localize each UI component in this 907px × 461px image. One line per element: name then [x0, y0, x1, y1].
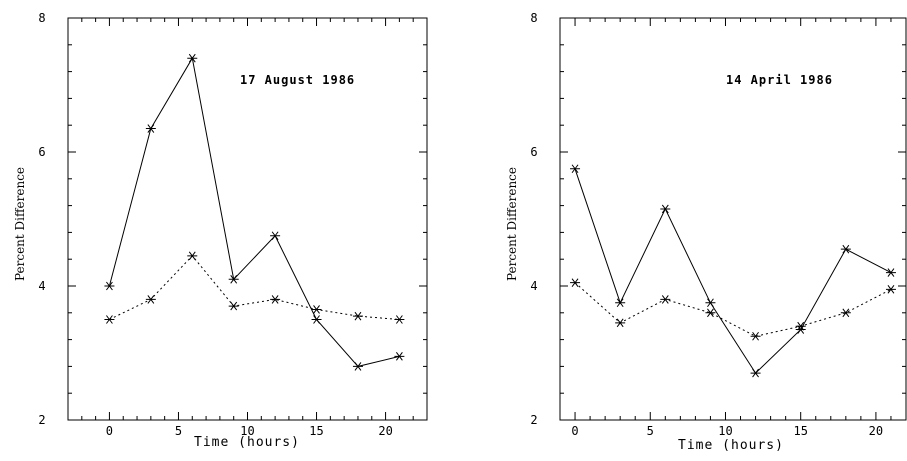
series-2-point [795, 321, 806, 331]
series-1-point [311, 315, 322, 324]
y-tick-label: 4 [530, 279, 537, 293]
series-2-point [750, 331, 761, 341]
x-tick-label: 10 [718, 424, 732, 438]
series-1-point [795, 325, 806, 334]
series-2-point [615, 318, 626, 328]
series-2-point [311, 305, 322, 314]
x-tick-label: 20 [869, 424, 883, 438]
chart-1: 0 5 10 15 20 2 4 6 8 Time (hours) Percent Differen… [13, 11, 428, 450]
series-1-point [270, 231, 281, 241]
series-1-point [750, 368, 761, 378]
x-tick-label: 15 [793, 424, 807, 438]
y-tick-label: 6 [530, 145, 537, 159]
y-tick-label: 6 [38, 145, 45, 159]
series-1-line [574, 168, 892, 374]
x-axis-label: Time (hours) [678, 438, 784, 453]
series-2-point [394, 315, 405, 324]
date-annotation: 14 April 1986 [726, 73, 833, 87]
chart-2: 0 5 10 15 20 2 4 6 8 Time (hours) Percent Differen… [505, 11, 907, 453]
series-2-line [109, 255, 400, 320]
series-2-point [270, 295, 281, 304]
y-tick-label: 4 [38, 279, 45, 293]
series-2-point [570, 278, 581, 287]
x-tick-label: 0 [106, 424, 113, 438]
series-2-point [840, 308, 851, 318]
series-1-point [145, 124, 156, 133]
series-2-point [145, 295, 156, 304]
y-tick-label: 2 [530, 413, 537, 427]
x-tick-label: 20 [378, 424, 392, 438]
series-2-point [187, 251, 198, 261]
series-2-point [352, 311, 363, 321]
plot-area [104, 53, 405, 371]
y-tick-label: 2 [38, 413, 45, 427]
series-2-point [228, 301, 239, 311]
series-1-point [228, 275, 239, 284]
x-tick-label: 5 [175, 424, 182, 438]
x-tick-label: 10 [240, 424, 254, 438]
y-tick-label: 8 [38, 11, 45, 25]
y-axis-label: Percent Difference [505, 167, 519, 281]
series-1-point [705, 298, 716, 308]
y-tick-label: 8 [530, 11, 537, 25]
series-1-point [104, 281, 115, 291]
series-1-point [187, 53, 198, 63]
y-axis-label: Percent Difference [13, 167, 27, 281]
x-tick-label: 15 [309, 424, 323, 438]
series-1-point [840, 244, 851, 254]
series-2-point [885, 285, 896, 294]
plot-frame [559, 17, 907, 421]
date-annotation: 17 August 1986 [240, 73, 355, 87]
series-1-point [352, 362, 363, 371]
series-1-point [394, 352, 405, 361]
x-axis-label: Time (hours) [194, 435, 300, 450]
x-tick-label: 5 [647, 424, 654, 438]
series-1-point [570, 164, 581, 174]
series-2-point [660, 295, 671, 304]
series-2-point [104, 315, 115, 324]
series-1-point [885, 268, 896, 277]
series-1-line [108, 56, 400, 367]
series-1-point [660, 204, 671, 214]
x-tick-label: 0 [571, 424, 578, 438]
series-1-point [615, 298, 626, 308]
series-2-point [705, 308, 716, 318]
plot-area [570, 164, 896, 378]
